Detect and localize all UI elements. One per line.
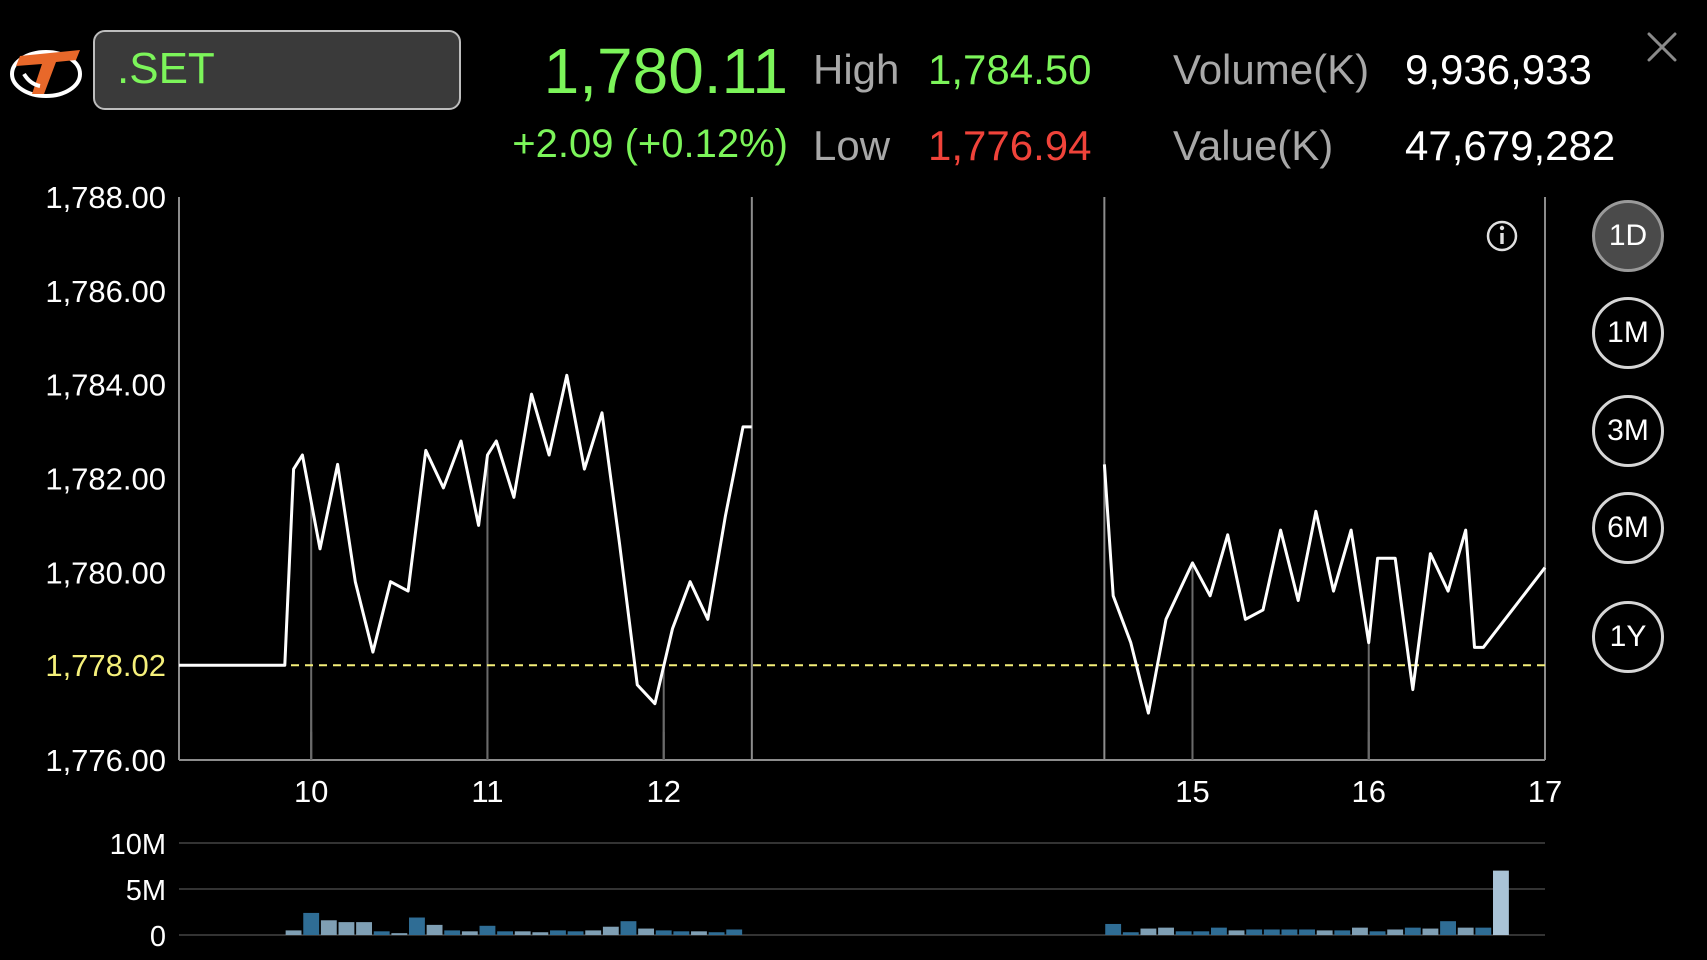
- x-tick-label: 11: [471, 774, 503, 809]
- value-label: Value(K): [1173, 122, 1334, 169]
- volume-bar: [391, 933, 408, 935]
- y-tick-label: 1,780.00: [45, 555, 166, 590]
- value-value: 47,679,282: [1405, 122, 1616, 169]
- volume-value: 9,936,933: [1405, 46, 1592, 93]
- volume-bar: [673, 931, 690, 935]
- info-icon[interactable]: [1486, 220, 1518, 252]
- volume-bar: [1422, 928, 1439, 935]
- volume-bar: [655, 930, 672, 935]
- low-label: Low: [813, 122, 891, 169]
- volume-label: Volume(K): [1173, 46, 1370, 93]
- y-tick-label: 1,788.00: [45, 180, 166, 215]
- y-tick-label: 1,786.00: [45, 274, 166, 309]
- volume-bar: [426, 924, 443, 935]
- volume-bar: [532, 932, 549, 935]
- x-tick-label: 15: [1175, 774, 1209, 809]
- volume-bar: [602, 926, 619, 935]
- volume-bar: [1140, 928, 1157, 935]
- price-series-line-morning: [179, 373, 752, 706]
- x-tick-label: 10: [294, 774, 328, 809]
- volume-bar: [1475, 927, 1492, 935]
- period-button-1d[interactable]: 1D: [1592, 200, 1664, 272]
- volume-bar: [638, 928, 655, 935]
- y-tick-label: 1,778.02: [45, 648, 166, 683]
- volume-bar: [1281, 929, 1298, 935]
- period-button-6m[interactable]: 6M: [1592, 492, 1664, 564]
- period-button-1m[interactable]: 1M: [1592, 297, 1664, 369]
- volume-bar: [1210, 927, 1227, 935]
- volume-bar: [691, 931, 707, 935]
- volume-bar: [320, 920, 337, 935]
- y-tick-label: 1,776.00: [45, 743, 166, 778]
- volume-bar: [1316, 930, 1333, 935]
- period-button-3m[interactable]: 3M: [1592, 395, 1664, 467]
- volume-bar: [409, 917, 425, 935]
- volume-bar: [1334, 930, 1351, 935]
- volume-bar: [444, 930, 461, 935]
- symbol-input[interactable]: [117, 44, 447, 94]
- volume-bar: [1493, 870, 1509, 935]
- high-value: 1,784.50: [928, 46, 1092, 93]
- volume-bar: [1299, 929, 1315, 935]
- volume-bar: [708, 932, 725, 935]
- y-tick-label: 1,782.00: [45, 462, 166, 497]
- volume-bar: [620, 921, 637, 935]
- close-icon[interactable]: [1645, 30, 1679, 64]
- volume-bar: [1351, 927, 1368, 935]
- price-change: +2.09 (+0.12%): [512, 122, 788, 166]
- volume-bar: [514, 931, 531, 935]
- volume-bar: [1440, 921, 1456, 935]
- volume-bar: [1193, 931, 1210, 935]
- volume-y-tick-label: 5M: [126, 875, 166, 907]
- low-value: 1,776.94: [928, 122, 1092, 169]
- volume-bar: [1158, 927, 1174, 935]
- period-button-1y[interactable]: 1Y: [1592, 601, 1664, 673]
- volume-bar: [567, 931, 584, 935]
- volume-bar: [1122, 932, 1139, 935]
- volume-bar: [356, 922, 373, 935]
- volume-bar: [1228, 930, 1245, 935]
- x-tick-label: 12: [646, 774, 680, 809]
- volume-bar: [726, 929, 743, 935]
- y-tick-label: 1,784.00: [45, 368, 166, 403]
- volume-bar: [585, 930, 602, 935]
- volume-bar: [461, 931, 478, 935]
- volume-bar: [1175, 931, 1192, 935]
- volume-bar: [1246, 929, 1263, 935]
- x-tick-label: 17: [1528, 774, 1562, 809]
- volume-bar: [497, 931, 514, 935]
- volume-bar: [479, 925, 496, 935]
- volume-bar: [303, 912, 320, 935]
- volume-bar: [1369, 931, 1386, 935]
- high-label: High: [813, 46, 900, 93]
- last-price: 1,780.11: [543, 35, 788, 107]
- volume-bar: [1457, 927, 1474, 935]
- x-tick-label: 16: [1351, 774, 1385, 809]
- volume-y-tick-label: 0: [150, 921, 166, 953]
- volume-bar: [1404, 927, 1421, 935]
- volume-y-tick-label: 10M: [110, 829, 166, 861]
- volume-bar: [1105, 923, 1122, 935]
- volume-bar: [550, 930, 566, 935]
- volume-bar: [338, 922, 355, 935]
- volume-bar: [1387, 929, 1404, 935]
- brand-logo-icon: [10, 50, 82, 98]
- volume-bar: [285, 930, 302, 935]
- volume-bar: [1263, 929, 1280, 935]
- symbol-search-box[interactable]: [93, 30, 461, 110]
- price-series-line-afternoon: [1102, 464, 1547, 715]
- volume-bar: [373, 931, 390, 935]
